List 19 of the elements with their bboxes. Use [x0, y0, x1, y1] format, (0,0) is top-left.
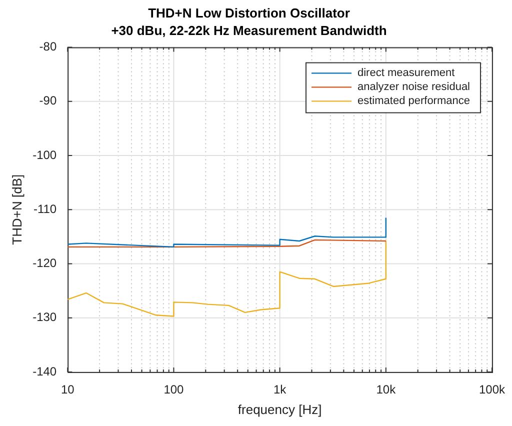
x-tick-label: 100 — [164, 382, 184, 397]
y-tick-label: -100 — [32, 148, 57, 162]
x-tick-label: 10 — [60, 382, 75, 397]
y-tick-label: -110 — [33, 202, 57, 216]
y-tick-label: -120 — [32, 256, 57, 270]
legend-label: analyzer noise residual — [357, 81, 470, 94]
x-tick-label: 10k — [376, 382, 397, 397]
chart-subtitle: +30 dBu, 22-22k Hz Measurement Bandwidth — [111, 22, 387, 38]
y-axis-title: THD+N [dB] — [9, 174, 24, 245]
x-tick-label: 100k — [478, 382, 506, 397]
y-tick-label: -80 — [39, 40, 57, 54]
legend-label: estimated performance — [357, 95, 470, 108]
y-tick-label: -90 — [39, 94, 57, 108]
x-axis-title: frequency [Hz] — [238, 402, 322, 417]
x-tick-label: 1k — [273, 382, 288, 397]
y-tick-label: -140 — [32, 364, 57, 378]
chart-title: THD+N Low Distortion Oscillator — [148, 5, 350, 20]
legend-label: direct measurement — [357, 67, 455, 80]
y-tick-label: -130 — [32, 310, 57, 324]
